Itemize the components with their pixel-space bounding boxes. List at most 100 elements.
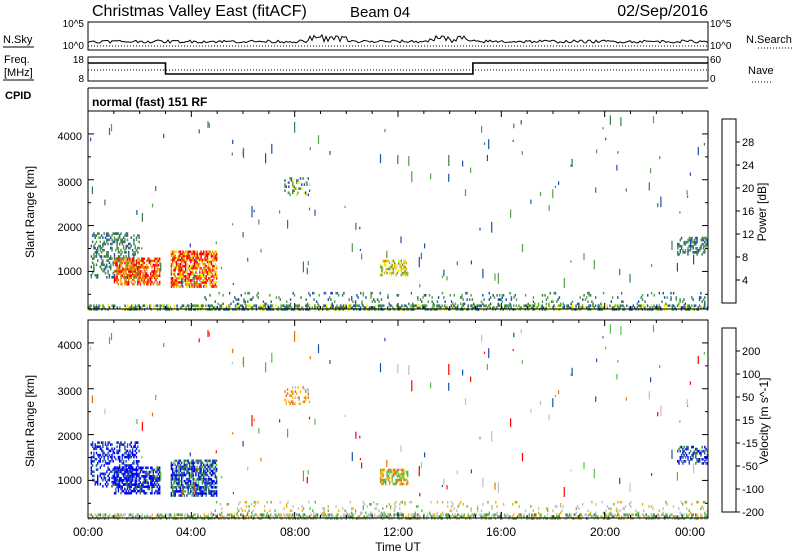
echo-cell <box>379 515 381 518</box>
echo-cell <box>89 304 91 307</box>
echo-cell <box>184 481 187 485</box>
echo-cell <box>179 275 182 278</box>
echo-cell <box>296 513 298 516</box>
echo-cell <box>170 283 173 286</box>
echo-cell <box>322 306 324 309</box>
echo-cell <box>323 306 325 309</box>
echo-cell <box>588 306 590 309</box>
echo-cell <box>133 257 135 260</box>
echo-cell <box>155 477 157 480</box>
echo-cell <box>129 485 131 489</box>
echo-cell <box>150 477 152 480</box>
echo-cell <box>184 467 187 471</box>
echo-cell <box>97 441 99 444</box>
echo-cell <box>685 513 688 516</box>
echo-cell <box>182 467 184 471</box>
echo-cell <box>307 392 309 395</box>
echo-cell <box>286 306 289 309</box>
echo-cell <box>203 473 205 477</box>
echo-cell <box>121 489 123 493</box>
echo-cell <box>317 302 319 306</box>
echo-cell <box>374 300 376 303</box>
echo-cell <box>129 513 131 516</box>
echo-cell <box>108 238 111 242</box>
echo-cell <box>133 460 135 463</box>
echo-cell <box>193 258 196 262</box>
echo-cell <box>153 270 156 273</box>
echo-cell <box>119 515 121 518</box>
echo-cell <box>350 304 352 307</box>
echo-cell <box>213 467 215 471</box>
echo-cell <box>199 279 201 282</box>
echo-cell <box>188 268 191 272</box>
echo-cell <box>98 460 100 463</box>
echo-cell <box>196 283 198 286</box>
echo-cell <box>685 515 688 518</box>
echo-cell <box>148 472 151 476</box>
echo-streak <box>329 360 331 364</box>
echo-cell <box>121 242 123 246</box>
echo-cell <box>143 304 146 307</box>
echo-cell <box>182 250 184 254</box>
echo-cell <box>401 267 404 271</box>
echo-cell <box>173 252 175 256</box>
echo-cell <box>195 270 197 274</box>
echo-cell <box>119 470 121 474</box>
echo-cell <box>204 258 206 262</box>
echo-cell <box>322 511 324 515</box>
echo-cell <box>214 490 216 493</box>
echo-cell <box>103 240 105 244</box>
echo-cell <box>210 256 213 260</box>
echo-cell <box>293 185 295 188</box>
echo-cell <box>452 503 454 506</box>
echo-cell <box>463 306 465 309</box>
echo-cell <box>203 250 205 254</box>
echo-cell <box>124 306 126 309</box>
echo-cell <box>489 304 491 307</box>
echo-cell <box>669 515 671 518</box>
echo-cell <box>108 462 111 465</box>
echo-cell <box>687 458 689 461</box>
echo-cell <box>173 494 175 497</box>
echo-cell <box>445 306 447 309</box>
echo-streak <box>108 127 111 136</box>
echo-cell <box>214 467 216 471</box>
echo-cell <box>205 459 207 463</box>
echo-cell <box>137 270 139 273</box>
echo-cell <box>688 249 690 252</box>
echo-cell <box>112 304 115 307</box>
echo-cell <box>176 306 178 309</box>
echo-cell <box>134 441 136 444</box>
echo-cell <box>90 460 92 463</box>
echo-cell <box>297 515 299 518</box>
echo-cell <box>172 258 174 262</box>
echo-cell <box>677 251 679 254</box>
echo-cell <box>160 515 163 518</box>
echo-cell <box>617 513 619 516</box>
echo-cell <box>570 515 572 518</box>
echo-cell <box>687 247 689 250</box>
echo-cell <box>705 242 707 246</box>
echo-cell <box>227 513 229 516</box>
echo-cell <box>215 264 218 268</box>
echo-cell <box>296 193 298 197</box>
echo-streak <box>110 124 113 132</box>
echo-cell <box>277 513 280 516</box>
echo-cell <box>157 489 160 493</box>
echo-cell <box>184 270 187 274</box>
echo-cell <box>705 462 707 465</box>
nsky-label: N.Sky <box>3 34 33 46</box>
echo-cell <box>563 306 566 309</box>
echo-cell <box>325 515 328 518</box>
echo-cell <box>112 474 114 478</box>
echo-cell <box>157 472 160 476</box>
echo-streak <box>359 248 361 251</box>
echo-streak <box>193 483 195 495</box>
echo-streak <box>91 395 93 404</box>
echo-cell <box>240 507 242 510</box>
echo-cell <box>112 476 114 480</box>
echo-cell <box>182 488 184 491</box>
echo-cell <box>701 300 703 303</box>
echo-cell <box>212 473 214 477</box>
echo-cell <box>122 246 125 250</box>
